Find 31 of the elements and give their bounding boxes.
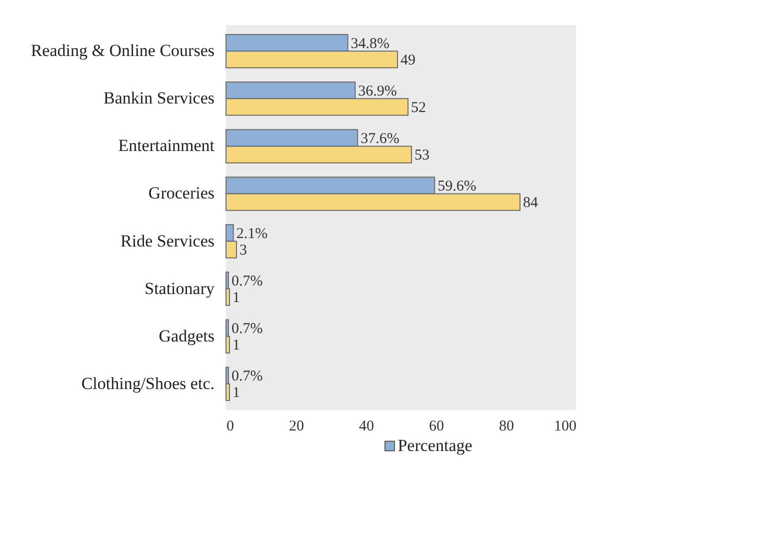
x-tick-label: 80 — [499, 418, 514, 434]
x-tick-label: 20 — [289, 418, 304, 434]
y-tick-label: Reading & Online Courses — [30, 41, 214, 60]
data-label: 1 — [232, 338, 240, 354]
data-label: 37.6% — [360, 130, 400, 147]
y-tick-label: Stationary — [144, 278, 215, 298]
y-tick-label: Clothing/Shoes etc. — [81, 374, 214, 393]
x-tick-label: 100 — [554, 418, 576, 434]
data-label: 1 — [232, 290, 240, 306]
y-tick-label: Groceries — [148, 184, 214, 203]
data-label: 49 — [400, 52, 416, 68]
data-label: 1 — [232, 385, 240, 402]
y-tick-label: Ride Services — [120, 231, 214, 250]
y-tick-label: Gadgets — [158, 326, 214, 346]
data-label: 34.8% — [350, 36, 390, 52]
data-label: 2.1% — [236, 226, 268, 242]
legend-label: Percentage — [398, 436, 472, 455]
data-label: 3 — [240, 242, 247, 259]
x-tick-label: 60 — [429, 418, 444, 434]
data-label: 0.7% — [231, 368, 263, 385]
data-label: 0.7% — [231, 321, 263, 338]
data-label: 0.7% — [231, 273, 263, 290]
y-tick-label: Bankin Services — [104, 88, 214, 108]
x-tick-label: 0 — [226, 418, 234, 434]
data-label: 36.9% — [358, 83, 397, 100]
data-label: 52 — [411, 100, 426, 116]
data-label: 59.6% — [438, 178, 476, 194]
data-label: 84 — [523, 195, 538, 212]
x-tick-label: 40 — [359, 418, 374, 434]
data-label: 53 — [414, 148, 430, 164]
y-tick-label: Entertainment — [118, 136, 215, 156]
